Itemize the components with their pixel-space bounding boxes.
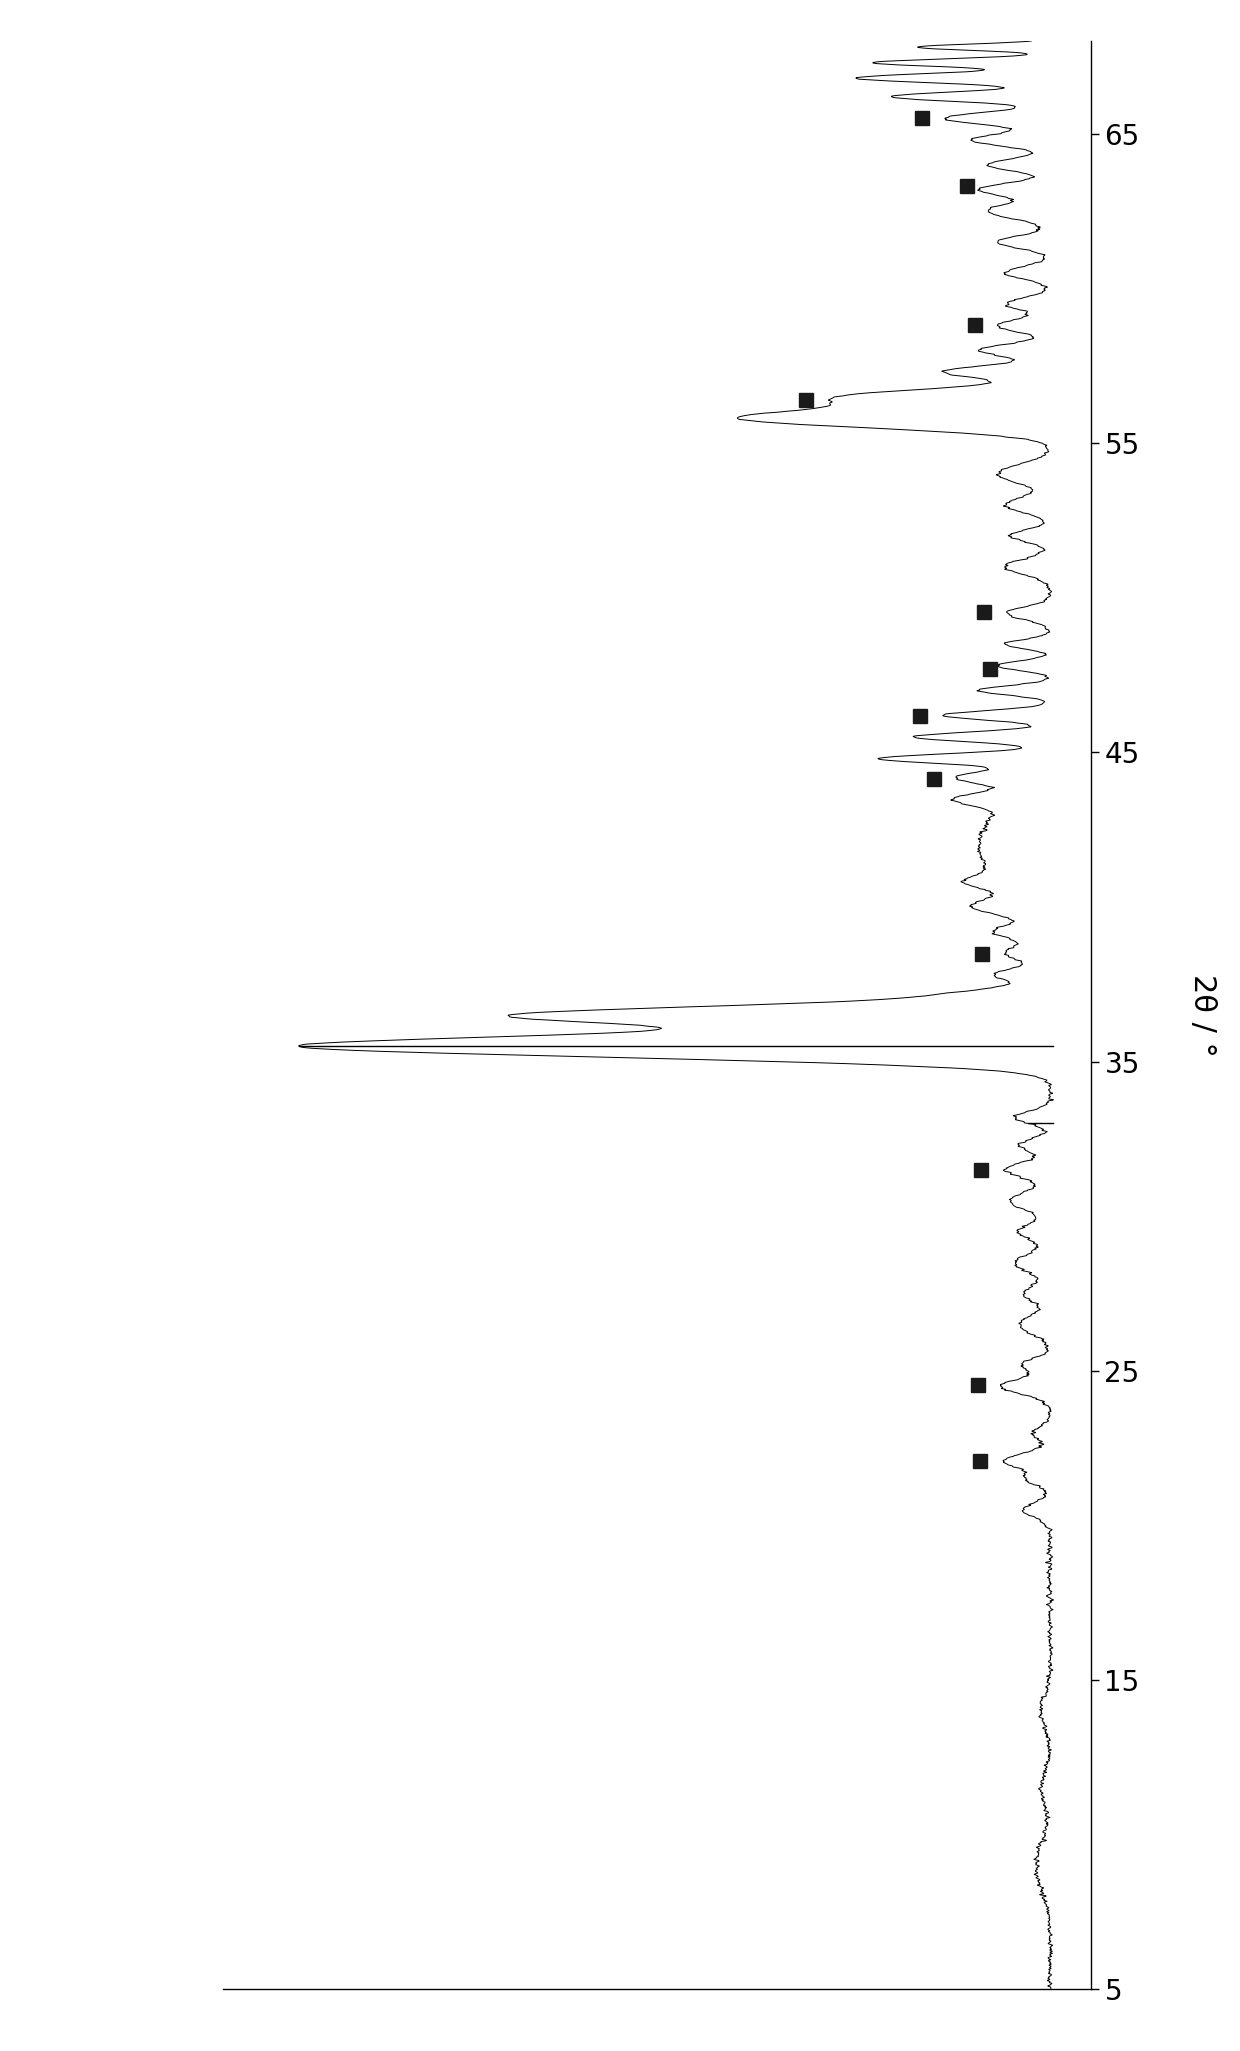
Y-axis label: 2θ / °: 2θ / ° <box>1188 974 1218 1056</box>
